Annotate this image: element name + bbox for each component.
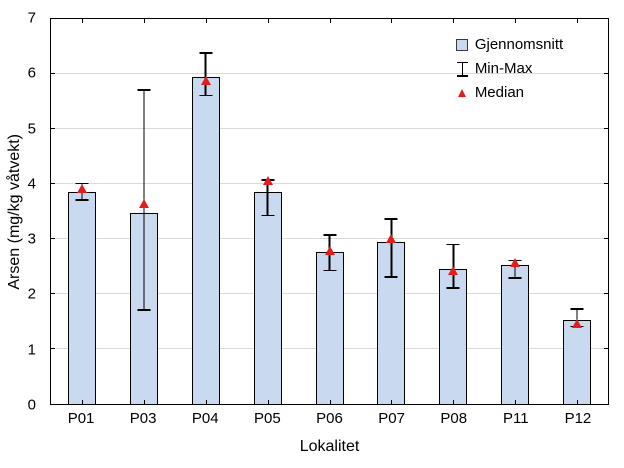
y-tick-mark [604,128,608,129]
x-tick-mark [143,400,145,404]
x-tick-mark [267,400,269,404]
bar-swatch-icon [455,39,470,52]
median-marker-P05 [262,175,273,185]
legend: Gjennomsnitt Min-Max Median [455,36,563,108]
y-tick-mark [51,183,55,184]
y-tick-label: 5 [27,120,36,138]
x-tick-label: P11 [503,410,529,427]
x-tick-label: P06 [316,410,343,427]
x-tick-label: P07 [378,410,405,427]
bar-P08 [439,268,468,404]
error-bar-line [452,243,455,289]
error-bar-cap [508,277,522,279]
y-tick-label: 7 [27,9,36,27]
error-bar-P05 [261,179,275,217]
y-tick-mark [604,238,608,239]
y-tick-label: 3 [27,230,36,248]
x-tick-label: P05 [254,410,281,427]
error-bar-cap [446,287,460,289]
error-bar-cap [75,199,89,201]
error-bar-icon [455,61,470,77]
x-tick-mark [391,19,393,23]
error-bar-line [390,218,393,278]
bar-P11 [501,264,530,404]
legend-label: Gjennomsnitt [474,36,564,54]
y-tick-mark [604,183,608,184]
median-marker-P12 [572,318,583,328]
y-tick-mark [51,348,55,349]
x-tick-mark [205,400,207,404]
x-tick-mark [577,19,579,23]
bar-P12 [563,319,592,404]
x-tick-label: P03 [129,410,157,427]
x-tick-mark [391,400,393,404]
y-tick-label: 6 [27,64,36,82]
x-axis-title: Lokalitet [299,438,360,455]
gridline [51,183,608,184]
x-tick-mark [515,19,517,23]
y-tick-mark [604,293,608,294]
y-tick-mark [604,73,608,74]
x-axis-labels: P01 P03 P04 P05 P06 P07 P08 P11 P12 [50,410,609,430]
x-tick-label: P12 [564,410,592,427]
error-bar-line [576,308,578,327]
x-tick-mark [577,400,579,404]
x-tick-mark [453,19,455,23]
x-tick-mark [143,19,145,23]
bar-P04 [191,76,220,404]
median-marker-P08 [448,266,459,276]
median-marker-P07 [386,233,397,243]
y-tick-label: 4 [27,175,36,193]
y-tick-label: 2 [27,285,36,303]
legend-item-gjennomsnitt: Gjennomsnitt [455,36,563,54]
error-bar-cap [137,309,151,311]
plot-area: Gjennomsnitt Min-Max Median [50,18,609,405]
legend-label: Median [474,84,525,102]
error-bar-cap [261,214,275,217]
legend-item-minmax: Min-Max [455,60,563,78]
x-tick-mark [329,400,331,404]
error-bar-line [204,52,207,96]
y-tick-mark [51,73,55,74]
legend-item-median: Median [455,84,563,102]
error-bar-cap [199,94,213,96]
x-tick-mark [81,400,83,404]
median-marker-P03 [138,198,149,208]
median-marker-P11 [510,257,521,267]
x-tick-mark [205,19,207,23]
y-tick-mark [51,293,55,294]
y-axis: 0 1 2 3 4 5 6 7 [0,11,44,413]
x-tick-label: P08 [440,410,468,427]
bar-P01 [67,192,96,404]
x-tick-mark [453,400,455,404]
bar-P06 [315,251,344,404]
y-tick-label: 1 [27,341,36,359]
x-tick-label: P01 [67,410,95,427]
y-tick-mark [604,348,608,349]
error-bar-P04 [199,52,213,96]
error-bar-line [266,179,269,217]
y-tick-label: 0 [27,396,36,414]
error-bar-cap [384,276,398,278]
median-marker-P01 [76,184,87,194]
median-marker-P04 [200,76,211,86]
y-tick-mark [51,128,55,129]
error-bar-P07 [384,218,398,278]
x-tick-mark [329,19,331,23]
bar-P05 [253,191,282,404]
error-bar-line [514,259,516,279]
median-marker-P06 [324,246,335,256]
error-bar-cap [323,269,336,272]
gridline [51,128,608,129]
gridline [51,73,608,74]
y-tick-mark [51,238,55,239]
x-tick-mark [515,400,517,404]
x-tick-mark [81,19,83,23]
legend-label: Min-Max [474,60,533,78]
error-bar-P08 [446,243,460,289]
x-tick-label: P04 [191,410,219,427]
red-triangle-icon [455,89,470,98]
x-tick-mark [267,19,269,23]
